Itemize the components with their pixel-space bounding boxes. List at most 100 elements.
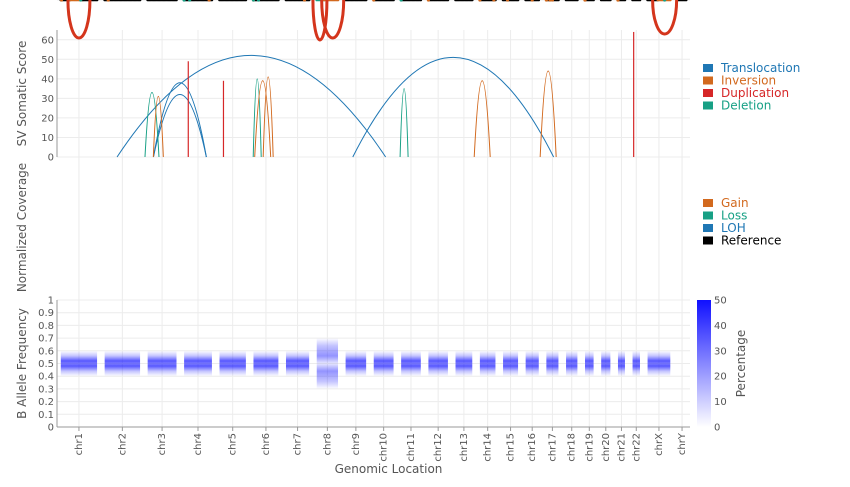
coverage-segment-reference xyxy=(372,0,395,2)
baf-band xyxy=(219,350,246,377)
coverage-segment-gain xyxy=(322,0,340,2)
coverage-point xyxy=(210,0,214,2)
y-tick-label: 0 xyxy=(48,153,54,164)
coverage-outlier-point xyxy=(399,0,403,2)
baf-band xyxy=(104,350,141,377)
x-tick-label: chr13 xyxy=(459,433,470,462)
x-tick-label: chr10 xyxy=(379,433,390,462)
sv-arc-translocation xyxy=(116,55,387,158)
sv-ylabel: SV Somatic Score xyxy=(15,41,29,147)
coverage-point xyxy=(364,0,368,2)
highlight-ellipse xyxy=(311,0,329,42)
coverage-segment-reference xyxy=(284,0,311,2)
baf-band xyxy=(647,350,671,377)
coverage-point xyxy=(138,0,142,2)
x-tick-label: chr19 xyxy=(584,433,595,462)
y-tick-label: 2 xyxy=(48,0,54,3)
x-tick-label: chr15 xyxy=(506,433,517,462)
coverage-segment-reference xyxy=(631,0,642,2)
coverage-point xyxy=(392,0,395,2)
x-tick-label: chr21 xyxy=(616,433,627,462)
colorbar-tick-label: 50 xyxy=(714,296,727,307)
x-tick-label: chr2 xyxy=(117,433,128,455)
x-tick-label: chr11 xyxy=(406,433,417,462)
highlight-ellipse xyxy=(320,0,346,40)
coverage-point xyxy=(95,0,99,2)
coverage-point xyxy=(638,0,642,2)
x-tick-label: chrY xyxy=(677,432,688,455)
x-tick-label: chr3 xyxy=(157,433,168,455)
coverage-outlier-point xyxy=(616,0,620,2)
coverage-outlier-point xyxy=(426,0,431,2)
coverage-legend-swatch xyxy=(703,199,713,207)
coverage-point xyxy=(175,0,178,2)
baf-band xyxy=(585,350,594,377)
legend-layer: TranslocationInversionDuplicationDeletio… xyxy=(697,61,800,434)
sv-legend-label: Deletion xyxy=(721,99,771,113)
coverage-outlier-point xyxy=(79,0,83,2)
coverage-segment-reference xyxy=(676,0,688,2)
coverage-point xyxy=(419,0,423,2)
coverage-outlier-point xyxy=(583,0,587,2)
coverage-point xyxy=(516,0,520,2)
baf-band xyxy=(285,350,310,377)
sv-legend-label: Inversion xyxy=(721,74,776,88)
y-tick-label: 0.5 xyxy=(38,359,54,370)
x-tick-label: chr14 xyxy=(483,433,494,462)
coverage-outlier-point xyxy=(188,0,192,2)
sv-arc-translocation xyxy=(152,82,207,158)
x-tick-label: chr7 xyxy=(293,433,304,455)
sv-arc-inversion xyxy=(539,70,557,158)
y-tick-label: 0.3 xyxy=(38,384,54,395)
y-tick-label: 0 xyxy=(48,0,54,3)
x-tick-label: chr4 xyxy=(193,433,204,455)
y-tick-label: 5 xyxy=(48,0,54,3)
x-tick-label: chr18 xyxy=(567,433,578,462)
colorbar-tick-label: 20 xyxy=(714,372,727,383)
baf-band xyxy=(373,350,394,377)
x-tick-label: chr8 xyxy=(322,433,333,455)
coverage-outlier-point xyxy=(207,0,211,2)
coverage-outlier-point xyxy=(663,0,667,2)
coverage-point xyxy=(576,0,579,2)
baf-ylabel: B Allele Frequency xyxy=(15,308,29,419)
x-tick-label: chr1 xyxy=(74,433,85,455)
x-tick-label: chr12 xyxy=(433,433,444,462)
x-tick-label: chr20 xyxy=(601,433,612,462)
coverage-point xyxy=(684,0,688,2)
coverage-outlier-point xyxy=(530,0,534,2)
coverage-legend-label: LOH xyxy=(721,221,746,235)
sv-legend-swatch xyxy=(703,64,713,72)
colorbar-tick-label: 0 xyxy=(714,423,720,434)
coverage-point xyxy=(623,0,627,2)
coverage-segment-reference xyxy=(599,0,612,2)
baf-band xyxy=(503,350,519,377)
y-tick-label: 0 xyxy=(48,423,54,434)
baf-band xyxy=(184,350,212,377)
coverage-outlier-point xyxy=(548,0,552,2)
coverage-segment-reference xyxy=(344,0,368,2)
y-tick-label: 4 xyxy=(48,0,54,3)
coverage-point xyxy=(537,0,541,2)
y-tick-label: 60 xyxy=(41,35,54,46)
y-tick-label: 0.2 xyxy=(38,397,54,408)
y-tick-label: 0.1 xyxy=(38,410,54,421)
coverage-point xyxy=(609,0,612,2)
y-tick-label: 30 xyxy=(41,94,54,105)
x-tick-label: chr5 xyxy=(228,433,239,455)
coverage-legend-label: Loss xyxy=(721,209,747,223)
coverage-point xyxy=(307,0,311,2)
y-tick-label: 6 xyxy=(48,0,54,3)
baf-band xyxy=(617,350,625,377)
sv-arc-inversion xyxy=(152,96,164,158)
coverage-outlier-point xyxy=(182,0,186,2)
coverage-point xyxy=(277,0,280,2)
baf-band xyxy=(566,350,578,377)
coverage-panel xyxy=(59,0,688,42)
coverage-point xyxy=(557,0,560,2)
coverage-legend-swatch xyxy=(703,224,713,232)
baf-band xyxy=(546,350,559,377)
coverage-outlier-point xyxy=(59,0,64,2)
coverage-point xyxy=(446,0,450,2)
